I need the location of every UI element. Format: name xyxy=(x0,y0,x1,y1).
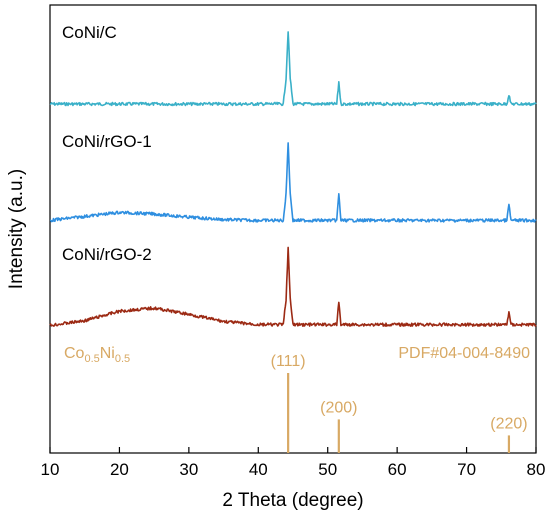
x-tick-label-2: 20 xyxy=(110,460,129,479)
phase-co-subscript: 0.5 xyxy=(84,353,99,365)
x-tick-label-8: 80 xyxy=(527,460,546,479)
series-label-1: CoNi/C xyxy=(62,23,117,42)
series-line-3 xyxy=(49,246,537,327)
y-axis-label: Intensity (a.u.) xyxy=(6,169,27,289)
x-tick-label-7: 70 xyxy=(457,460,476,479)
reference-hkl-label-1: (111) xyxy=(271,353,306,370)
series-label-2: CoNi/rGO-1 xyxy=(62,132,152,151)
reference-phase-label: Co0.5Ni0.5 xyxy=(64,345,130,365)
x-tick-label-4: 40 xyxy=(249,460,268,479)
series-layer xyxy=(49,31,537,327)
series-label-3: CoNi/rGO-2 xyxy=(62,245,152,264)
phase-co: Co xyxy=(64,345,85,362)
plot-frame xyxy=(49,4,537,454)
x-tick-label-6: 60 xyxy=(388,460,407,479)
series-line-2 xyxy=(49,142,537,223)
x-tick-label-1: 10 xyxy=(41,460,60,479)
phase-ni: Ni xyxy=(100,345,115,362)
x-axis-label: 2 Theta (degree) xyxy=(222,490,363,511)
x-ticks: 10 20 30 40 50 60 70 80 xyxy=(41,447,546,479)
reference-hkl-label-3: (220) xyxy=(490,415,527,432)
phase-ni-subscript: 0.5 xyxy=(115,353,130,365)
reference-layer: (111) (200) (220) xyxy=(271,353,528,453)
reference-hkl-label-2: (200) xyxy=(320,399,357,416)
x-tick-label-5: 50 xyxy=(318,460,337,479)
reference-card-label: PDF#04-004-8490 xyxy=(398,345,530,362)
x-tick-label-3: 30 xyxy=(179,460,198,479)
series-line-1 xyxy=(49,31,537,107)
